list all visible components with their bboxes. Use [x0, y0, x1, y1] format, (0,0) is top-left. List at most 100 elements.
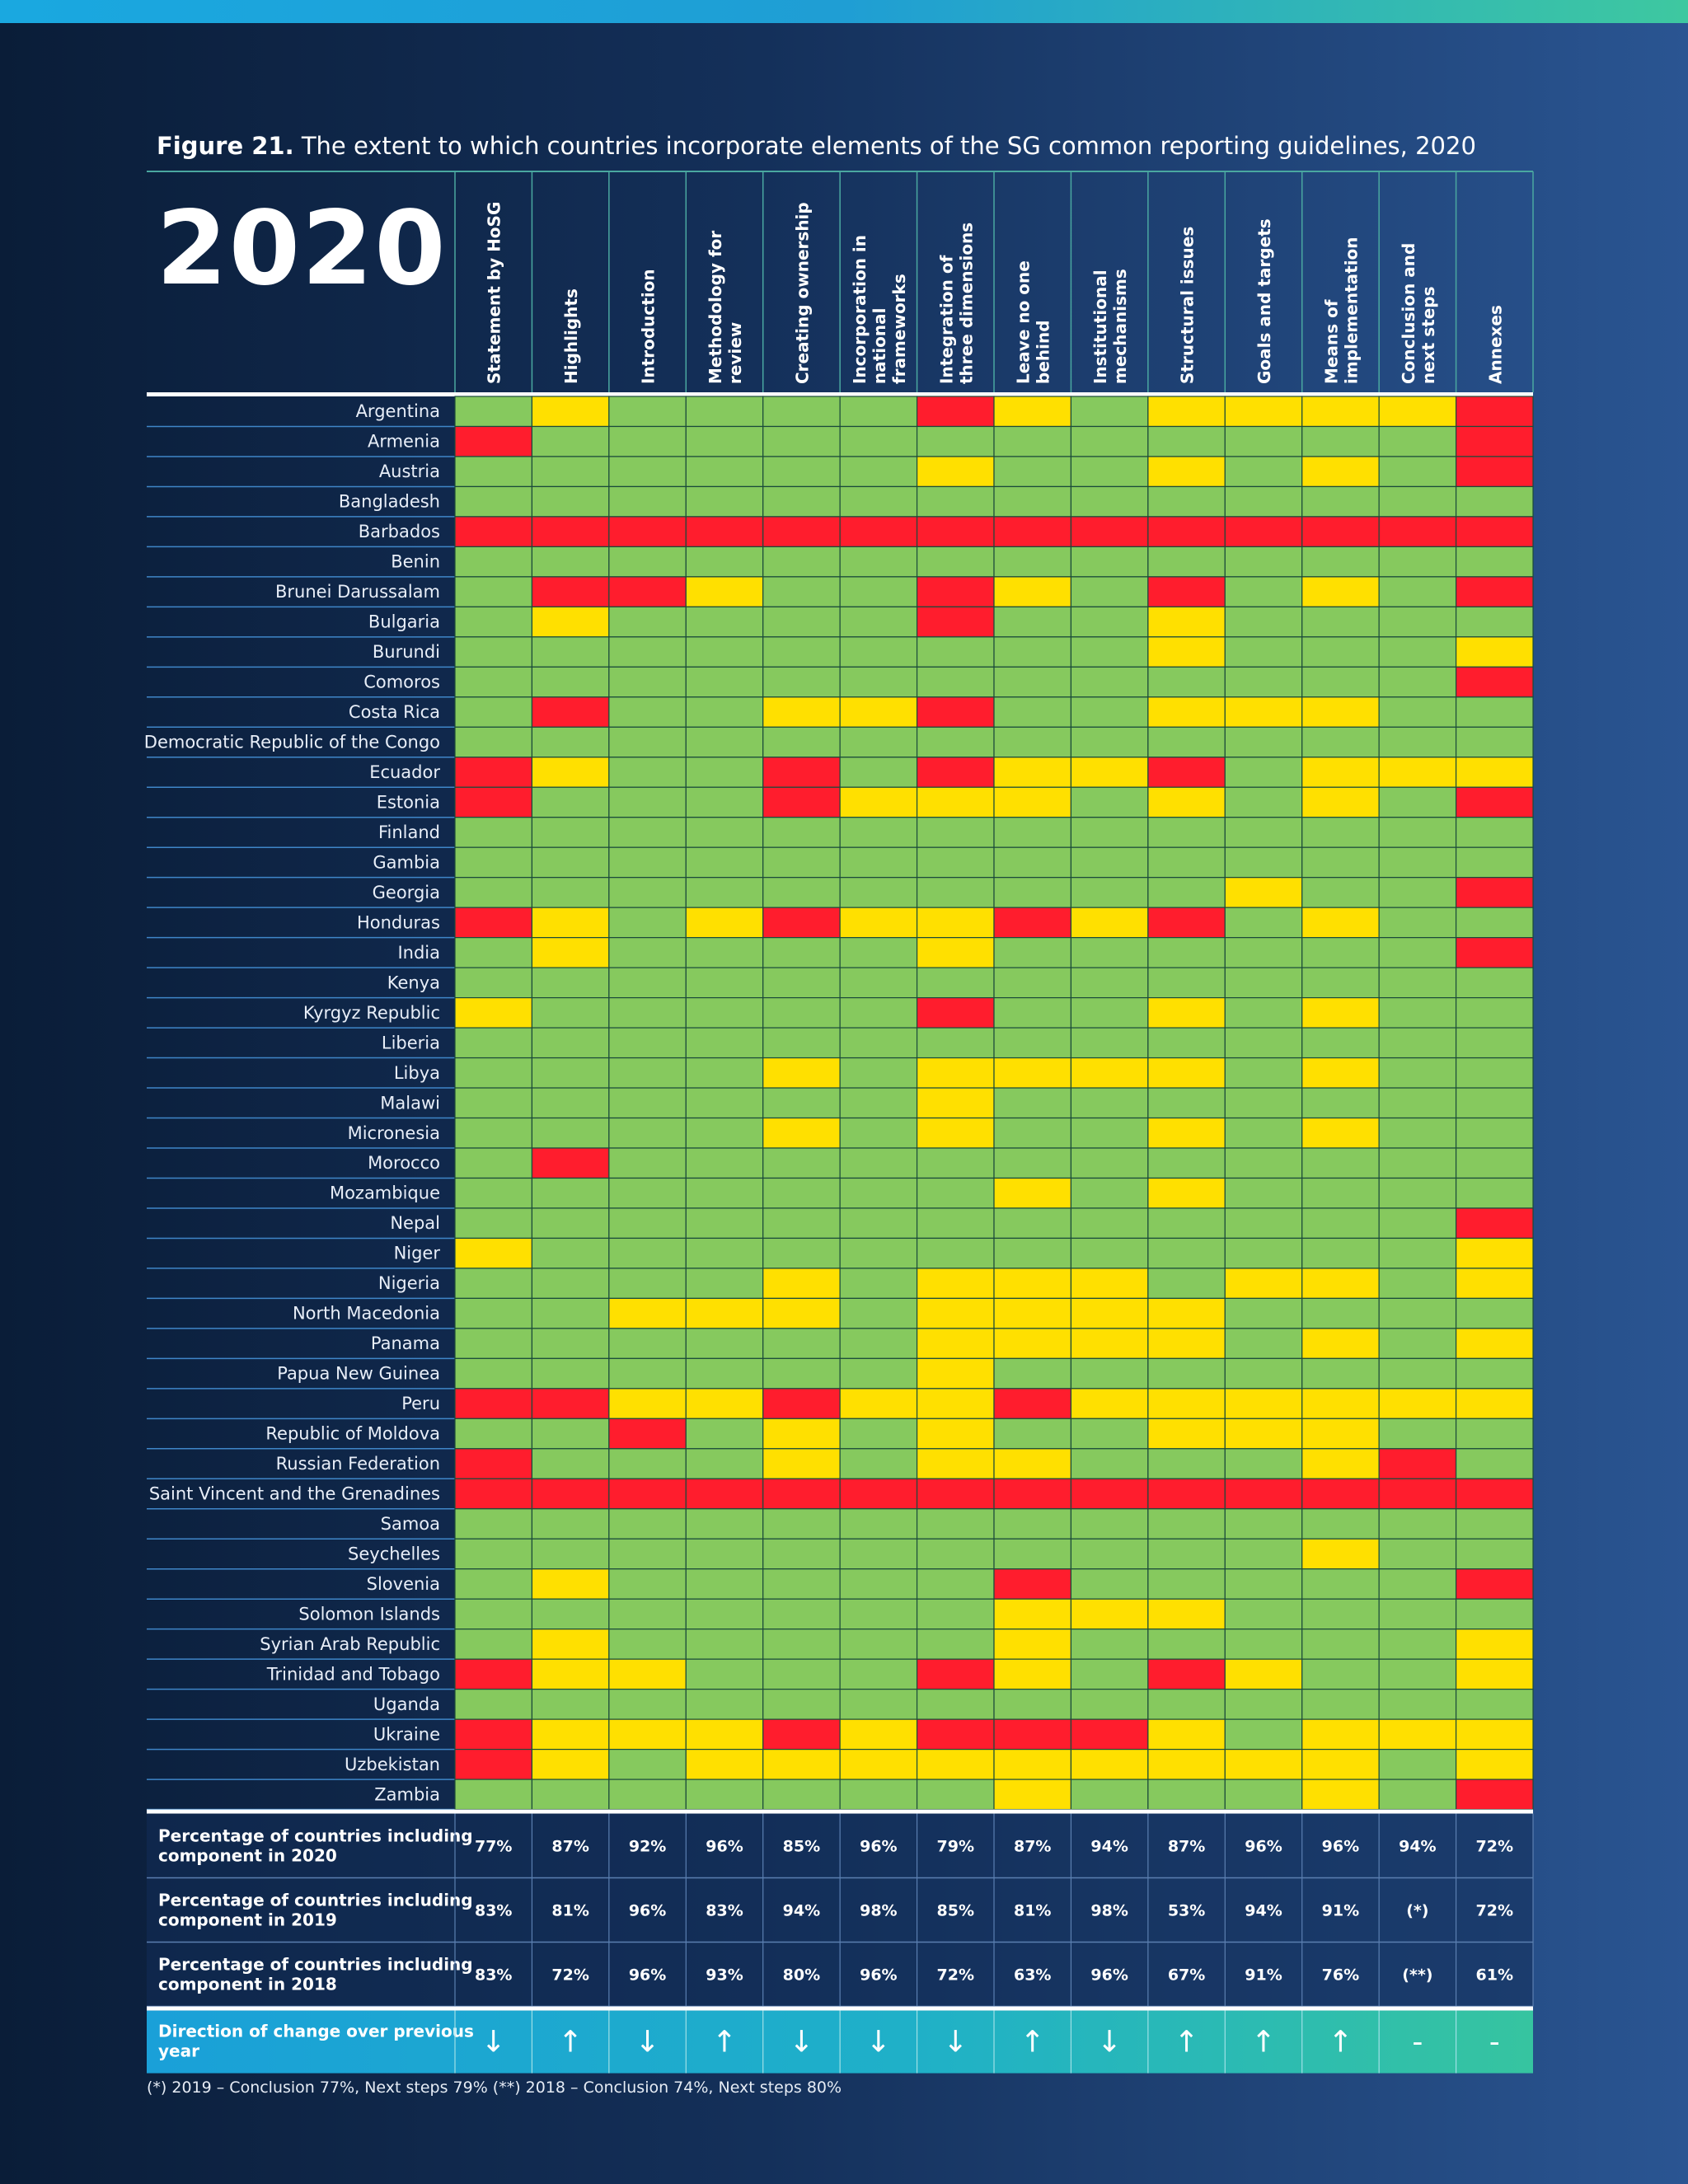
heatmap-cell [916, 1508, 995, 1540]
heatmap-cell [1455, 1749, 1534, 1780]
heatmap-cell [1070, 1027, 1149, 1059]
heatmap-cell [1147, 1057, 1226, 1089]
heatmap-cell [1224, 636, 1303, 668]
summary-value: 72% [937, 1966, 974, 1985]
summary-value: 87% [1168, 1838, 1205, 1856]
heatmap-cell [916, 485, 995, 518]
heatmap-cell [1301, 1478, 1380, 1510]
heatmap-cell [685, 726, 764, 758]
heatmap-cell [1224, 1357, 1303, 1390]
heatmap-cell [685, 696, 764, 728]
heatmap-cell [1224, 1147, 1303, 1179]
heatmap-cell [1378, 1658, 1457, 1690]
heatmap-cell [1455, 1508, 1534, 1540]
heatmap-cell [1378, 636, 1457, 668]
heatmap-cell [531, 1057, 610, 1089]
heatmap-cell [839, 846, 918, 879]
column-header-label: Conclusion and [1399, 243, 1418, 384]
heatmap-cell [1455, 1268, 1534, 1300]
heatmap-cell [1455, 1177, 1534, 1209]
heatmap-cell [993, 396, 1072, 428]
heatmap-cell [685, 576, 764, 607]
heatmap-cell [1224, 996, 1303, 1029]
heatmap-cell [762, 1147, 841, 1179]
heatmap-cell [1070, 937, 1149, 968]
country-label: Ukraine [373, 1724, 440, 1744]
heatmap-cell [1378, 726, 1457, 758]
heatmap-cell [993, 937, 1072, 968]
heatmap-cell [1147, 1357, 1226, 1390]
heatmap-cell [839, 666, 918, 698]
heatmap-cell [531, 1297, 610, 1329]
heatmap-cell [531, 606, 610, 638]
column-header-14: Annexes [1485, 305, 1505, 384]
heatmap-cell [1070, 1237, 1149, 1269]
heatmap-cell [1147, 1658, 1226, 1690]
country-label: Benin [391, 552, 440, 572]
heatmap-cell [1224, 1268, 1303, 1300]
heatmap-cell [685, 1538, 764, 1570]
heatmap-cell [839, 1568, 918, 1600]
heatmap-cell [454, 1328, 533, 1359]
heatmap-cell [1301, 546, 1380, 578]
heatmap-cell [1378, 1357, 1457, 1390]
column-header-3: Introduction [639, 269, 659, 384]
heatmap-cell [839, 696, 918, 728]
heatmap-cell [762, 1087, 841, 1119]
heatmap-cell [1147, 937, 1226, 968]
heatmap-cell [1301, 1508, 1380, 1540]
heatmap-cell [916, 907, 995, 939]
heatmap-cell [1070, 1057, 1149, 1089]
heatmap-cell [1301, 967, 1380, 999]
heatmap-cell [762, 967, 841, 999]
country-label: North Macedonia [293, 1304, 440, 1324]
heatmap-cell [993, 1718, 1072, 1750]
heatmap-cell [608, 1629, 687, 1660]
heatmap-cell [531, 1237, 610, 1269]
heatmap-cell [916, 1237, 995, 1269]
heatmap-cell [454, 726, 533, 758]
heatmap-cell [685, 1268, 764, 1300]
heatmap-cell [685, 516, 764, 547]
heatmap-cell [531, 1117, 610, 1149]
heatmap-cell [1301, 485, 1380, 518]
summary-value: (*) [1406, 1902, 1428, 1920]
heatmap-cell [762, 1689, 841, 1720]
heatmap-cell [1147, 1718, 1226, 1750]
summary-value: 96% [629, 1902, 666, 1920]
heatmap-cell [1301, 1749, 1380, 1780]
heatmap-cell [454, 636, 533, 668]
column-header-13: Conclusion and next steps [1399, 243, 1438, 384]
heatmap-cell [916, 1478, 995, 1510]
heatmap-cell [531, 1779, 610, 1811]
column-header-label: behind [1034, 320, 1053, 384]
column-header-6: Incorporation in national frameworks [850, 235, 909, 384]
heatmap-cell [1070, 1177, 1149, 1209]
heatmap-cell [608, 1027, 687, 1059]
heatmap-cell [1070, 1207, 1149, 1240]
country-label: Estonia [377, 792, 440, 812]
heatmap-cell [762, 696, 841, 728]
heatmap-cell [839, 1779, 918, 1811]
heatmap-cell [993, 1508, 1072, 1540]
heatmap-cell [1070, 546, 1149, 578]
summary-row-label: Percentage of countries includingcompone… [158, 1891, 473, 1930]
heatmap-cell [1301, 786, 1380, 818]
heatmap-cell [1224, 1629, 1303, 1660]
heatmap-cell [1070, 516, 1149, 547]
heatmap-cell [685, 396, 764, 428]
heatmap-cell [685, 967, 764, 999]
figure-title: Figure 21. The extent to which countries… [157, 132, 1476, 160]
summary-value: 96% [1245, 1838, 1282, 1856]
column-header-label: Annexes [1485, 305, 1505, 384]
heatmap-cell [1455, 817, 1534, 848]
heatmap-cell [762, 546, 841, 578]
heatmap-cell [1070, 1718, 1149, 1750]
heatmap-cell [1378, 1027, 1457, 1059]
heatmap-cell [1378, 1268, 1457, 1300]
heatmap-cell [1301, 1207, 1380, 1240]
heatmap-cell [1455, 967, 1534, 999]
heatmap-cell [685, 1689, 764, 1720]
heatmap-cell [1378, 846, 1457, 879]
heatmap-cell [1070, 967, 1149, 999]
